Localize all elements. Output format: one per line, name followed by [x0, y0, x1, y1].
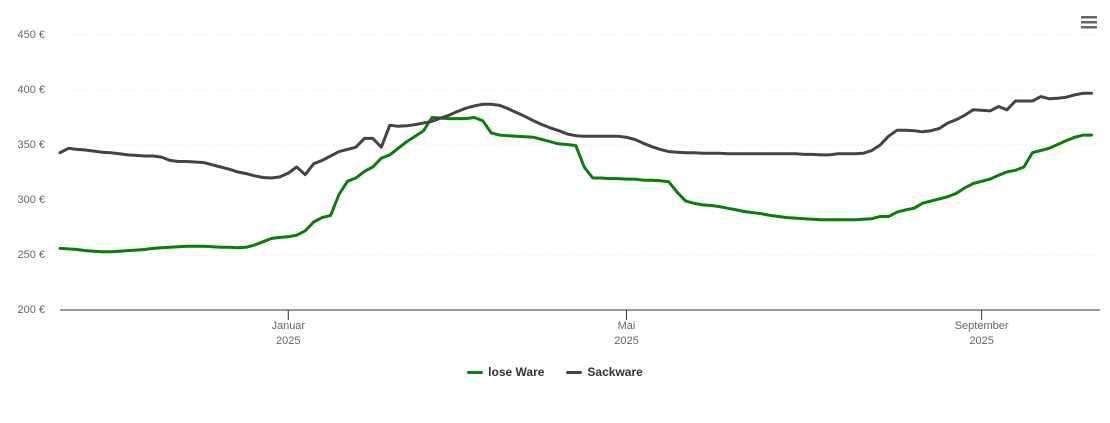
- y-tick-label: 450 €: [17, 29, 45, 41]
- series-line: [58, 91, 1093, 180]
- legend-swatch: [467, 370, 484, 374]
- x-tick-label: September 2025: [954, 320, 1009, 347]
- legend: lose Ware Sackware: [0, 365, 1110, 379]
- x-tick-label: Januar 2025: [271, 320, 306, 347]
- legend-swatch: [566, 370, 583, 374]
- y-tick-label: 250 €: [17, 249, 45, 261]
- x-tick-label: Mai 2025: [614, 320, 639, 347]
- y-tick-label: 350 €: [17, 139, 45, 151]
- legend-item: Sackware: [566, 365, 643, 379]
- y-tick-label: 200 €: [17, 304, 45, 316]
- y-tick-label: 300 €: [17, 194, 45, 206]
- series-line: [58, 116, 1093, 254]
- menu-icon[interactable]: [1081, 16, 1097, 29]
- legend-label: Sackware: [587, 365, 643, 379]
- legend-item: lose Ware: [467, 365, 544, 379]
- y-tick-label: 400 €: [17, 84, 45, 96]
- legend-label: lose Ware: [488, 365, 545, 379]
